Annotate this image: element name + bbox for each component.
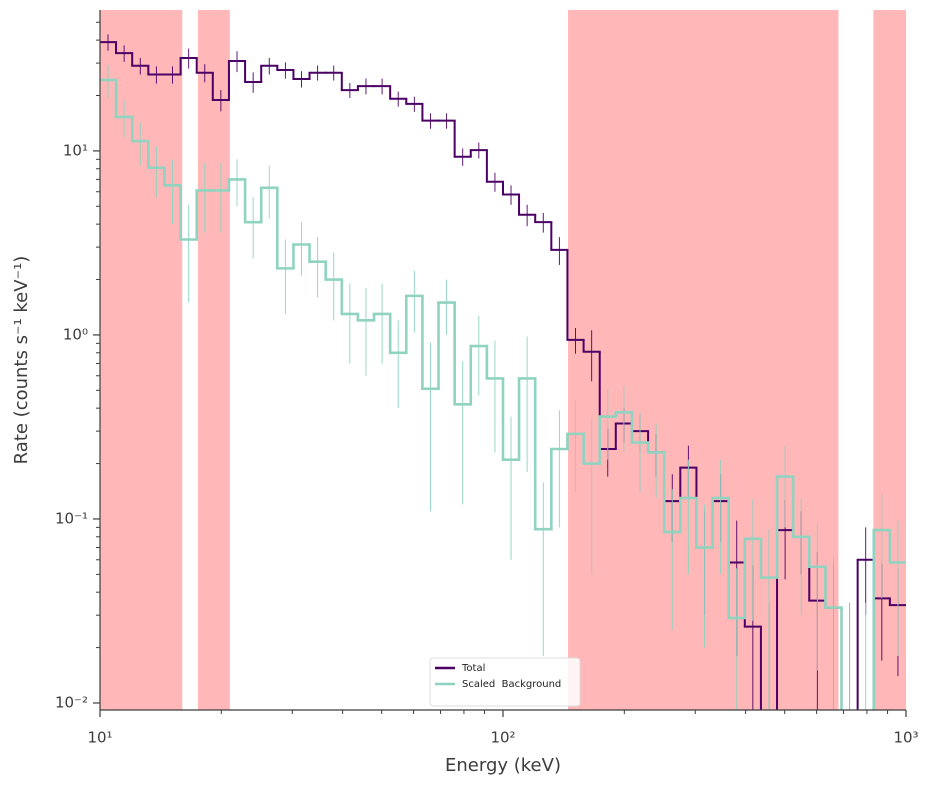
x-tick-label: 10² bbox=[490, 729, 515, 747]
legend-box bbox=[429, 657, 581, 707]
y-tick-label: 10⁻² bbox=[55, 693, 88, 711]
y-tick-label: 10¹ bbox=[63, 141, 88, 159]
plot-area bbox=[100, 34, 906, 710]
shaded-region bbox=[568, 10, 839, 710]
x-axis-label: Energy (keV) bbox=[445, 755, 561, 776]
x-tick-label: 10³ bbox=[893, 729, 918, 747]
legend-label: Total bbox=[461, 663, 485, 674]
legend: Total Scaled Background bbox=[429, 657, 581, 707]
y-tick-label: 10⁻¹ bbox=[55, 509, 88, 527]
legend-label: Scaled Background bbox=[462, 679, 561, 690]
shaded-region bbox=[873, 10, 906, 710]
shaded-layer bbox=[100, 10, 906, 710]
shaded-region bbox=[100, 10, 183, 710]
x-tick-label: 10¹ bbox=[87, 729, 112, 747]
step-connector bbox=[114, 79, 892, 710]
axes: 10¹ 10² 10³ 10⁻² 10⁻¹ 10⁰ 10¹ bbox=[55, 10, 919, 747]
y-axis-label: Rate (counts s⁻¹ keV⁻¹) bbox=[11, 256, 32, 465]
y-tick-label: 10⁰ bbox=[63, 325, 88, 343]
shaded-region bbox=[197, 10, 230, 710]
